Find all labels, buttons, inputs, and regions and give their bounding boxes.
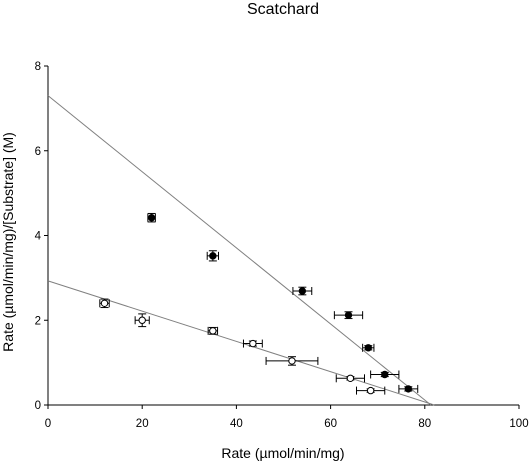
y-tick-label: 0 [35,400,41,412]
y-tick-label: 4 [35,231,42,243]
data-point-series-2 [138,316,146,324]
x-axis-label: Rate (µmol/min/mg) [221,445,344,461]
y-tick-label: 6 [35,146,41,158]
x-tick-label: 80 [418,418,431,430]
data-point-series-2 [209,327,217,335]
y-axis-label: Rate (µmol/min/mg)/[Substrate] (M) [0,132,16,352]
fit-line-series-1 [47,95,432,406]
x-tick-label: 40 [230,418,243,430]
x-tick-label: 0 [45,418,51,430]
x-tick-label: 100 [509,418,528,430]
plot-area: 0 20 40 60 80 100 0 2 4 6 8 [35,61,529,430]
data-point-series-1 [209,252,217,260]
data-point-series-1 [344,311,353,319]
data-point-series-1 [147,214,156,222]
y-tick-label: 2 [35,315,41,327]
data-point-series-2 [249,339,257,348]
data-point-series-2 [100,299,109,307]
fit-line-series-2 [47,280,435,406]
data-point-series-1 [298,287,307,295]
chart-title: Scatchard [247,1,319,18]
data-point-series-2 [366,386,375,395]
data-point-series-1 [364,344,372,352]
y-tick-label: 8 [35,61,41,73]
data-point-series-1 [404,385,413,393]
x-tick-label: 60 [324,418,337,430]
data-point-series-2 [346,374,355,383]
data-point-series-1 [381,370,389,379]
data-point-series-2 [288,357,296,365]
x-tick-label: 20 [136,418,149,430]
